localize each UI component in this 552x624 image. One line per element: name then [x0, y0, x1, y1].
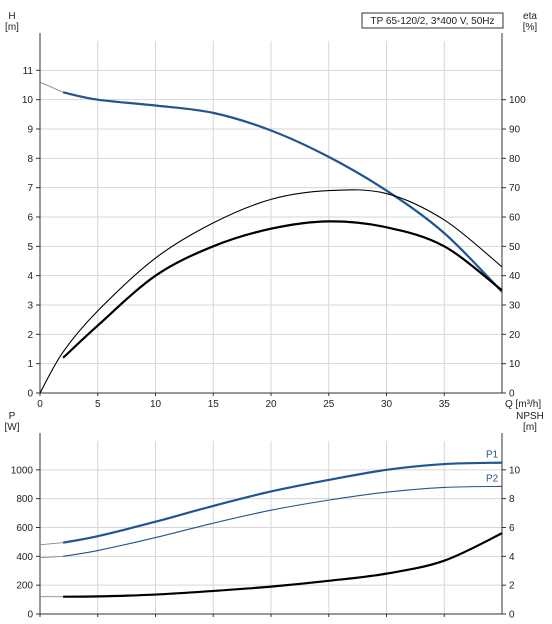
y-left-tick-label: 9: [27, 125, 33, 136]
y-left-tick-label: 200: [16, 581, 33, 592]
y-left-tick-label: 8: [27, 154, 33, 165]
y-left-tick-label: 3: [27, 301, 33, 312]
series-p2-extension: [39, 555, 64, 559]
y-left-tick-label: 600: [16, 523, 33, 534]
y-left-tick-label: 4: [27, 271, 33, 282]
y-left-symbol: P: [9, 411, 16, 422]
y-right-unit: [%]: [523, 22, 538, 33]
series-npsh-line: [63, 532, 503, 598]
series-head-line: [62, 91, 503, 293]
y-right-tick-label: 60: [509, 213, 521, 224]
x-axis-label: Q [m³/h]: [505, 399, 541, 410]
y-left-tick-label: 6: [27, 213, 33, 224]
y-right-tick-label: 80: [509, 154, 521, 165]
y-left-tick-label: 10: [22, 95, 34, 106]
y-left-tick-label: 400: [16, 552, 33, 563]
y-right-tick-label: 20: [509, 330, 521, 341]
y-right-tick-label: 8: [509, 494, 515, 505]
y-left-tick-label: 800: [16, 494, 33, 505]
x-tick-label: 25: [323, 399, 335, 410]
y-left-symbol: H: [8, 11, 15, 22]
series-p2-line: [63, 485, 503, 557]
x-tick-label: 5: [95, 399, 101, 410]
series-eta-2-line: [62, 220, 503, 359]
y-right-tick-label: 100: [509, 95, 526, 106]
y-left-tick-label: 0: [27, 389, 33, 400]
x-tick-label: 20: [265, 399, 277, 410]
series-eta-1-line: [39, 189, 503, 394]
x-tick-label: 15: [208, 399, 220, 410]
y-left-tick-label: 1: [27, 359, 33, 370]
y-left-tick-label: 2: [27, 330, 33, 341]
x-tick-label: 0: [37, 399, 43, 410]
title-box: [361, 12, 504, 29]
y-right-tick-label: 0: [509, 610, 515, 621]
x-tick-label: 35: [439, 399, 451, 410]
series-label-p1: P1: [486, 450, 499, 461]
y-right-tick-label: 90: [509, 125, 521, 136]
y-left-tick-label: 0: [27, 610, 33, 621]
y-right-symbol: NPSH: [516, 411, 544, 422]
y-right-symbol: eta: [523, 11, 537, 22]
y-left-tick-label: 5: [27, 242, 33, 253]
y-left-tick-label: 11: [23, 66, 34, 77]
x-tick-label: 30: [381, 399, 393, 410]
y-right-tick-label: 10: [509, 465, 521, 476]
y-left-unit: [W]: [5, 422, 20, 433]
y-right-unit: [m]: [523, 422, 537, 433]
y-left-tick-label: 1000: [11, 465, 34, 476]
series-p1-line: [62, 461, 503, 544]
y-right-tick-label: 0: [509, 389, 515, 400]
y-right-tick-label: 40: [509, 271, 521, 282]
y-right-tick-label: 50: [509, 242, 521, 253]
y-right-tick-label: 30: [509, 301, 521, 312]
series-head-extension: [39, 81, 64, 93]
chart-title: TP 65-120/2, 3*400 V, 50Hz: [371, 16, 495, 27]
y-right-tick-label: 70: [509, 183, 521, 194]
series-p1-extension: [39, 542, 64, 546]
y-left-tick-label: 7: [27, 183, 33, 194]
y-right-tick-label: 10: [509, 359, 521, 370]
y-right-tick-label: 2: [509, 581, 515, 592]
series-label-p2: P2: [486, 473, 499, 484]
x-tick-label: 10: [150, 399, 162, 410]
y-left-unit: [m]: [5, 22, 19, 33]
top-panel: 0 1 2 3 4 5 6 7 8 9 10 11 0 10 20 30 40 50 60 70 80 90 100 0 5 10…: [5, 11, 541, 410]
y-right-tick-label: 6: [509, 523, 515, 534]
bottom-panel: 0 200 400 600 800 1000 0 2 4 6 8 10 P[W] NPSH[m] P1 P2: [5, 411, 544, 621]
y-right-tick-label: 4: [509, 552, 515, 563]
